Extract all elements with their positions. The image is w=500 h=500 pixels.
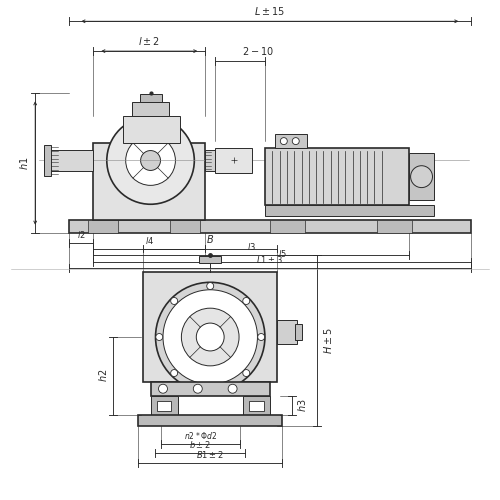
Circle shape — [170, 298, 177, 304]
Bar — [265, 148, 409, 205]
Bar — [215, 148, 252, 173]
Text: $l3$: $l3$ — [246, 242, 256, 252]
Circle shape — [156, 334, 162, 340]
Circle shape — [228, 384, 237, 393]
Text: $l5$: $l5$ — [278, 248, 287, 259]
Circle shape — [206, 282, 214, 290]
Circle shape — [243, 298, 250, 304]
Text: $H\pm5$: $H\pm5$ — [322, 327, 334, 354]
Bar — [265, 205, 434, 216]
Circle shape — [196, 323, 224, 351]
Circle shape — [182, 308, 239, 366]
Circle shape — [158, 384, 168, 393]
Text: $B1\pm2$: $B1\pm2$ — [196, 450, 224, 460]
Text: $l\pm2$: $l\pm2$ — [138, 35, 160, 47]
Bar — [278, 320, 297, 344]
Text: $2-10$: $2-10$ — [242, 45, 274, 57]
Circle shape — [194, 384, 202, 393]
Bar — [68, 220, 471, 232]
Bar — [44, 150, 94, 172]
Bar — [140, 94, 162, 102]
Bar — [88, 220, 118, 232]
Text: $L1\pm3$: $L1\pm3$ — [256, 254, 283, 266]
Circle shape — [140, 150, 160, 171]
Circle shape — [107, 116, 194, 204]
Bar — [132, 102, 170, 116]
Bar — [156, 400, 172, 410]
Text: $l2$: $l2$ — [76, 228, 86, 239]
Circle shape — [258, 334, 264, 340]
Circle shape — [170, 370, 177, 376]
Circle shape — [280, 138, 287, 144]
Bar — [150, 396, 178, 414]
Text: $h1$: $h1$ — [18, 156, 30, 170]
Bar — [123, 116, 180, 143]
Circle shape — [156, 282, 265, 392]
Text: $L\pm15$: $L\pm15$ — [254, 6, 286, 18]
Bar — [170, 220, 200, 232]
Bar — [270, 220, 304, 232]
Bar — [295, 324, 302, 340]
Bar — [206, 150, 215, 172]
Bar — [138, 414, 282, 426]
Circle shape — [292, 138, 299, 144]
Bar — [249, 400, 264, 410]
Bar — [377, 220, 412, 232]
Bar — [200, 256, 221, 264]
Circle shape — [126, 136, 176, 186]
Bar — [242, 396, 270, 414]
Text: $n2*\Phi d2$: $n2*\Phi d2$ — [184, 430, 217, 442]
Circle shape — [243, 370, 250, 376]
Circle shape — [206, 384, 214, 392]
Circle shape — [163, 290, 258, 384]
Bar — [143, 272, 278, 382]
Text: $h2$: $h2$ — [98, 369, 110, 382]
Text: $h3$: $h3$ — [296, 398, 308, 412]
Circle shape — [410, 166, 432, 188]
Bar — [94, 143, 206, 220]
Bar — [44, 144, 51, 176]
Bar — [150, 382, 270, 396]
Bar — [275, 134, 307, 148]
Text: $b\pm2$: $b\pm2$ — [189, 440, 211, 450]
Bar — [409, 153, 434, 200]
Text: $B$: $B$ — [206, 232, 214, 244]
Text: $l4$: $l4$ — [145, 234, 154, 246]
